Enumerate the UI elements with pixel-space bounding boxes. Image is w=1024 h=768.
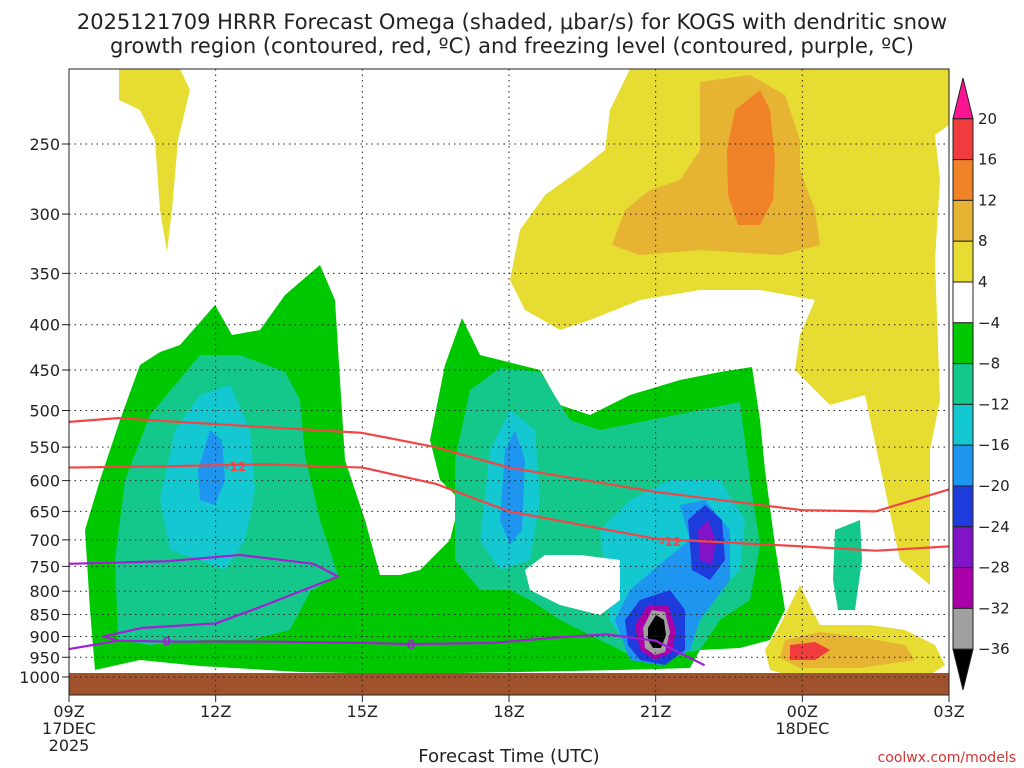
- colorbar-label: −28: [978, 559, 1010, 577]
- contour-label: 0: [163, 635, 171, 649]
- colorbar-label: −8: [978, 355, 1000, 373]
- colorbar-swatch: [952, 403, 974, 446]
- y-tick-label: 650: [29, 502, 60, 521]
- credit-link[interactable]: coolwx.com/models: [878, 750, 1016, 766]
- y-tick-label: 450: [29, 361, 60, 380]
- colorbar-swatch: [952, 281, 974, 324]
- colorbar-swatch: [952, 485, 974, 528]
- contours: -12 0 -12 0: [68, 417, 950, 667]
- colorbar-label: 8: [978, 232, 988, 250]
- y-tick-label: 500: [29, 402, 60, 421]
- x-tick-label: 00Z: [787, 702, 818, 721]
- contour-dendritic-12C-upper: [68, 417, 950, 513]
- region-down-low-level-max: [790, 642, 830, 660]
- region-neg-blue: [198, 430, 225, 505]
- y-tick-label: 700: [29, 531, 60, 550]
- y-tick-label: 1000: [19, 668, 60, 687]
- y-tick-label: 950: [29, 648, 60, 667]
- colorbar-swatch: [952, 118, 974, 161]
- contour-dendritic-12C-lower: [68, 463, 950, 552]
- colorbar-swatch: [952, 607, 974, 650]
- colorbar-swatch: [952, 363, 974, 405]
- region-up-weak: [510, 69, 949, 585]
- x-tick-label: 03Z: [933, 702, 964, 721]
- colorbar-label: −20: [978, 477, 1010, 495]
- contour-label: -12: [659, 535, 681, 549]
- x-tick-label: 18Z: [493, 702, 524, 721]
- x-tick-year: 2025: [49, 736, 90, 755]
- colorbar-label: 4: [978, 273, 988, 291]
- y-tick-label: 300: [29, 205, 60, 224]
- y-tick-label: 350: [29, 264, 60, 283]
- colorbar-label: 12: [978, 191, 997, 209]
- colorbar-swatch: [952, 567, 974, 609]
- y-tick-label: 900: [29, 627, 60, 646]
- y-axis: 250 300 350 400 450 500 550 600 650 700 750 800 850 9…: [19, 135, 69, 687]
- contour-label: -12: [224, 460, 246, 474]
- colorbar-label: 20: [978, 110, 997, 128]
- y-tick-label: 550: [29, 438, 60, 457]
- y-tick-label: 800: [29, 582, 60, 601]
- colorbar-swatch: [952, 322, 974, 365]
- y-tick-label: 850: [29, 606, 60, 625]
- colorbar-label: −36: [978, 640, 1010, 658]
- x-tick-label: 09Z: [53, 702, 84, 721]
- x-tick-date: 18DEC: [775, 719, 829, 738]
- x-tick-label: 12Z: [200, 702, 231, 721]
- chart-title-line1: 2025121709 HRRR Forecast Omega (shaded, …: [77, 10, 947, 34]
- colorbar-label: −4: [978, 314, 1000, 332]
- colorbar: 20 16 12 8 4 −4 −8 −12 −16 −20 −24 −28 −32 −36: [952, 77, 1010, 691]
- colorbar-label: −12: [978, 395, 1010, 413]
- ground: [69, 673, 949, 695]
- colorbar-swatch: [952, 240, 974, 283]
- colorbar-cap-top: [952, 77, 974, 120]
- contour-freezing-level-0C: [68, 633, 706, 667]
- colorbar-swatch: [952, 159, 974, 201]
- y-tick-label: 400: [29, 316, 60, 335]
- region-white-hole: [525, 555, 620, 615]
- colorbar-swatch: [952, 444, 974, 487]
- y-tick-label: 750: [29, 557, 60, 576]
- region-up-strong-core: [727, 90, 775, 225]
- y-tick-label: 600: [29, 472, 60, 491]
- x-tick-date: 17DEC: [42, 719, 96, 738]
- colorbar-cap-bottom: [952, 648, 974, 691]
- region-neg-teal-3: [833, 520, 862, 610]
- chart-title-line2: growth region (contoured, red, ºC) and f…: [110, 34, 914, 58]
- x-tick-label: 15Z: [347, 702, 378, 721]
- colorbar-label: 16: [978, 151, 997, 169]
- colorbar-swatch: [952, 526, 974, 569]
- colorbar-label: −32: [978, 599, 1010, 617]
- contour-label: 0: [407, 638, 415, 652]
- region-up-weak: [119, 69, 190, 252]
- region-neg-blue-2: [500, 430, 525, 545]
- contour-freezing-loop-0C: [68, 553, 339, 642]
- x-axis-label: Forecast Time (UTC): [418, 746, 599, 767]
- x-tick-label: 21Z: [640, 702, 671, 721]
- colorbar-label: −16: [978, 436, 1010, 454]
- colorbar-swatch: [952, 199, 974, 242]
- colorbar-label: −24: [978, 518, 1010, 536]
- y-tick-label: 250: [29, 135, 60, 154]
